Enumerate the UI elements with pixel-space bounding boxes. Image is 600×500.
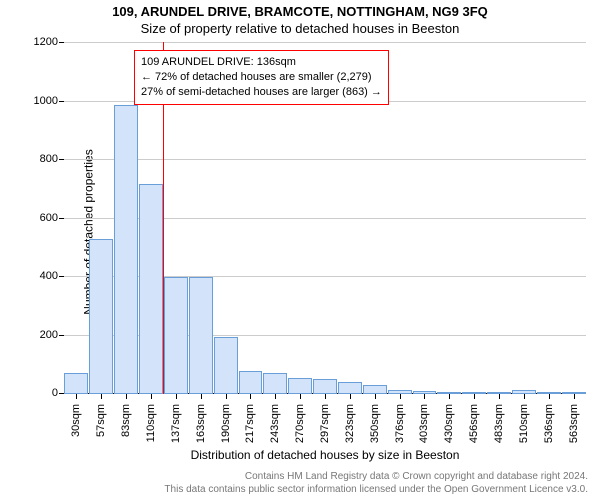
page-title: 109, ARUNDEL DRIVE, BRAMCOTE, NOTTINGHAM… [0,0,600,19]
y-tick-label: 0 [52,387,64,399]
bar [64,373,88,394]
y-tick-label: 1200 [34,36,64,48]
footer-line-2: This data contains public sector informa… [0,484,588,497]
x-tick [151,394,152,399]
x-tick [350,394,351,399]
bar-slot: 403sqm [412,42,437,394]
y-tick-label: 600 [40,212,64,224]
bar [288,378,312,394]
bar [363,385,387,394]
bar-slot: 510sqm [511,42,536,394]
x-tick [101,394,102,399]
x-tick-label: 350sqm [369,400,381,443]
x-tick [474,394,475,399]
x-tick [449,394,450,399]
x-tick-label: 323sqm [344,400,356,443]
annotation-line: ← 72% of detached houses are smaller (2,… [141,70,382,85]
footer-attribution: Contains HM Land Registry data © Crown c… [0,471,588,496]
footer-line-1: Contains HM Land Registry data © Crown c… [0,471,588,484]
bar [338,382,362,394]
x-tick [524,394,525,399]
x-tick-label: 30sqm [70,400,82,437]
bar-slot: 563sqm [561,42,586,394]
chart-container: Number of detached properties 0200400600… [10,42,592,422]
x-tick [76,394,77,399]
x-tick-label: 190sqm [220,400,232,443]
bar [139,184,163,394]
x-tick [275,394,276,399]
x-tick-label: 270sqm [294,400,306,443]
x-tick-label: 510sqm [518,400,530,443]
bar [114,105,138,394]
y-tick-label: 200 [40,329,64,341]
x-tick-label: 83sqm [120,400,132,437]
x-tick-label: 376sqm [394,400,406,443]
bar [189,277,213,394]
x-tick [325,394,326,399]
y-tick-label: 400 [40,270,64,282]
bar-slot: 57sqm [89,42,114,394]
x-tick [375,394,376,399]
bar-slot: 483sqm [487,42,512,394]
x-tick-label: 57sqm [95,400,107,437]
x-tick [549,394,550,399]
bar [239,371,263,394]
x-tick-label: 217sqm [244,400,256,443]
annotation-line: 109 ARUNDEL DRIVE: 136sqm [141,55,382,70]
x-tick-label: 430sqm [443,400,455,443]
bar-slot: 536sqm [536,42,561,394]
x-tick [126,394,127,399]
bar [89,239,113,394]
x-tick-label: 403sqm [418,400,430,443]
bar [313,379,337,394]
page-subtitle: Size of property relative to detached ho… [0,19,600,38]
x-tick-label: 297sqm [319,400,331,443]
bar [263,373,287,394]
x-axis-label: Distribution of detached houses by size … [64,448,586,462]
bar [164,277,188,394]
x-tick [424,394,425,399]
x-tick-label: 137sqm [170,400,182,443]
x-tick [250,394,251,399]
bar-slot: 430sqm [437,42,462,394]
x-tick-label: 536sqm [543,400,555,443]
x-tick [201,394,202,399]
y-tick-label: 800 [40,153,64,165]
annotation-line: 27% of semi-detached houses are larger (… [141,85,382,100]
annotation-box: 109 ARUNDEL DRIVE: 136sqm← 72% of detach… [134,50,389,105]
x-tick-label: 110sqm [145,400,157,442]
bar-slot: 376sqm [387,42,412,394]
x-tick [176,394,177,399]
x-tick [499,394,500,399]
bar-slot: 30sqm [64,42,89,394]
x-tick-label: 163sqm [195,400,207,443]
x-tick-label: 456sqm [468,400,480,443]
x-tick-label: 243sqm [269,400,281,443]
bar-slot: 456sqm [462,42,487,394]
bar [214,337,238,394]
x-tick [300,394,301,399]
x-tick [226,394,227,399]
x-tick [400,394,401,399]
x-tick-label: 483sqm [493,400,505,443]
y-tick-label: 1000 [34,95,64,107]
plot-area: 020040060080010001200109 ARUNDEL DRIVE: … [64,42,586,394]
x-tick-label: 563sqm [568,400,580,443]
x-tick [574,394,575,399]
